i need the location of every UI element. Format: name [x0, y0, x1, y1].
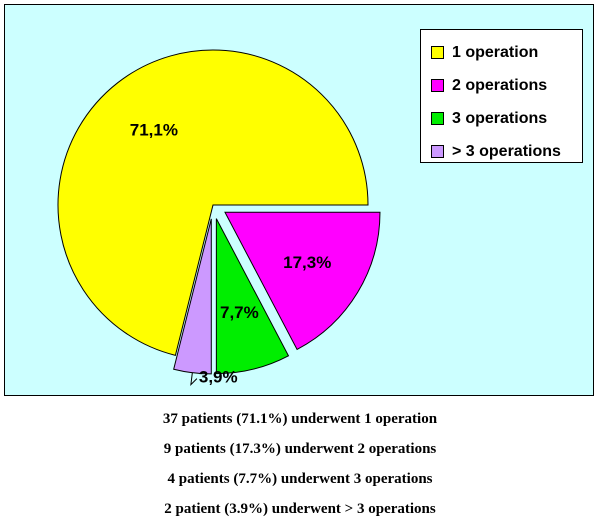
legend-label: 2 operations [452, 76, 548, 94]
slice-2-operations [224, 211, 381, 351]
legend-item-more-than-3-operations: > 3 operations [431, 135, 582, 168]
chart-panel: 71,1% 17,3% 7,7% 3,9% 1 operation 2 operati… [4, 4, 594, 396]
legend-swatch [431, 112, 444, 125]
slice-data-label: 71,1% [130, 120, 178, 139]
legend-swatch [431, 46, 444, 59]
pie-chart: 71,1% 17,3% 7,7% 3,9% [57, 49, 381, 387]
legend-item-2-operations: 2 operations [431, 69, 582, 102]
legend-label: 1 operation [452, 43, 539, 61]
caption-line: 9 patients (17.3%) underwent 2 operation… [163, 441, 437, 457]
slice-data-label: 3,9% [199, 368, 238, 387]
slice-data-label: 17,3% [283, 253, 331, 272]
legend-label: > 3 operations [452, 142, 561, 160]
slice-3-operations [215, 218, 290, 375]
slice-data-label: 7,7% [220, 303, 259, 322]
legend-item-1-operation: 1 operation [431, 36, 582, 69]
legend-item-3-operations: 3 operations [431, 102, 582, 135]
legend: 1 operation 2 operations 3 operations > … [420, 29, 583, 163]
slice-1-operation [57, 49, 369, 356]
captions: 37 patients (71.1%) underwent 1 operatio… [0, 404, 600, 524]
legend-label: 3 operations [452, 109, 548, 127]
caption-line: 2 patient (3.9%) underwent > 3 operation… [164, 501, 436, 517]
legend-swatch [431, 79, 444, 92]
caption-line: 4 patients (7.7%) underwent 3 operations [167, 471, 433, 487]
leader-line [190, 372, 198, 387]
legend-swatch [431, 145, 444, 158]
caption-line: 37 patients (71.1%) underwent 1 operatio… [162, 411, 438, 427]
